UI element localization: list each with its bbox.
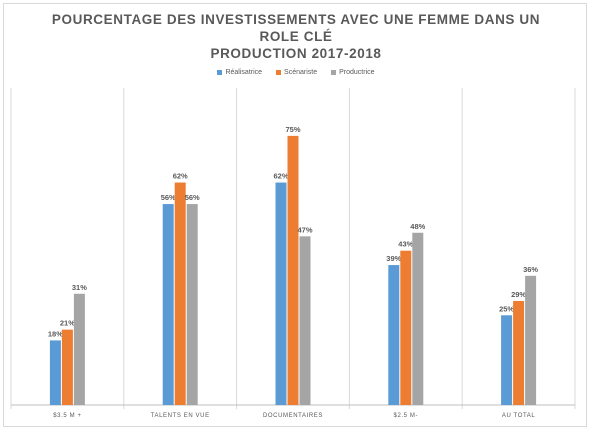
- data-label: 56%: [161, 193, 176, 202]
- bar-1-cat-3: [275, 182, 287, 405]
- legend-swatch-realisatrice: [217, 70, 223, 75]
- x-tick-label: $2.5 M-: [394, 413, 419, 419]
- data-label: 39%: [386, 254, 401, 263]
- legend-label-scenariste: Scénariste: [284, 69, 318, 76]
- bar-3-cat-1: [73, 293, 85, 405]
- data-label: 62%: [173, 172, 188, 181]
- legend-label-realisatrice: Réalisatrice: [225, 69, 263, 76]
- legend-label-productrice: Productrice: [339, 69, 375, 76]
- data-label: 31%: [72, 283, 87, 292]
- data-label: 43%: [398, 240, 413, 249]
- x-tick-label: DOCUMENTAIRES: [263, 413, 323, 419]
- bar-3-cat-2: [186, 204, 198, 405]
- bar-3-cat-4: [412, 232, 424, 405]
- bar-1-cat-5: [501, 315, 513, 405]
- data-label: 29%: [511, 290, 526, 299]
- x-tick-label: $3.5 M +: [53, 413, 81, 419]
- bar-3-cat-3: [299, 236, 311, 405]
- legend-item-scenariste: Scénariste: [276, 69, 317, 76]
- chart-title-line-1: POURCENTAGE DES INVESTISSEMENTS AVEC UNE…: [51, 12, 541, 27]
- bar-2-cat-2: [174, 182, 186, 405]
- data-label: 62%: [273, 172, 288, 181]
- data-label: 48%: [410, 222, 425, 231]
- data-label: 47%: [297, 225, 312, 234]
- legend-item-realisatrice: Réalisatrice: [217, 69, 262, 76]
- data-label: 25%: [499, 304, 514, 313]
- bar-3-cat-5: [525, 275, 537, 405]
- bar-1-cat-2: [162, 204, 174, 405]
- data-label: 56%: [185, 193, 200, 202]
- chart-title-line-2: ROLE CLÉ: [259, 29, 333, 44]
- bar-2-cat-1: [61, 329, 73, 405]
- x-tick-label: TALENTS EN VUE: [151, 413, 210, 419]
- bar-1-cat-4: [388, 265, 400, 405]
- legend-swatch-scenariste: [276, 70, 282, 75]
- bar-2-cat-3: [287, 135, 299, 405]
- legend-swatch-productrice: [331, 70, 337, 75]
- bar-2-cat-4: [400, 250, 412, 405]
- data-label: 75%: [285, 125, 300, 134]
- bar-2-cat-5: [513, 300, 525, 405]
- bar-1-cat-1: [49, 340, 61, 405]
- data-label: 36%: [523, 265, 538, 274]
- data-label: 18%: [48, 329, 63, 338]
- legend-item-productrice: Productrice: [331, 69, 375, 76]
- data-label: 21%: [60, 319, 75, 328]
- legend: Réalisatrice Scénariste Productrice: [0, 69, 592, 76]
- x-tick-label: AU TOTAL: [502, 413, 536, 419]
- chart-title-line-3: PRODUCTION 2017-2018: [210, 46, 382, 61]
